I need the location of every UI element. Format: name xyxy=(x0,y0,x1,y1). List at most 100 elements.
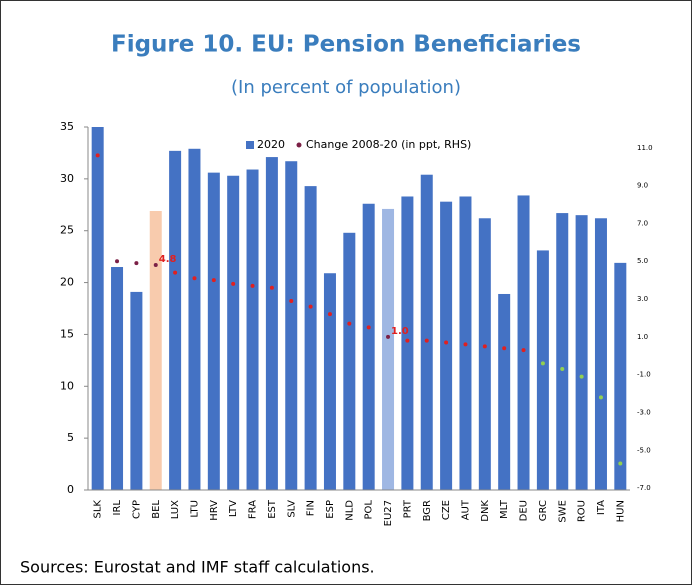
bar xyxy=(517,195,530,491)
x-tick-label: LUX xyxy=(170,500,181,519)
bar xyxy=(285,161,298,490)
data-label: 1.0 xyxy=(391,326,409,337)
change-dot xyxy=(405,338,410,343)
bar xyxy=(498,293,511,490)
bar xyxy=(614,262,627,490)
y2-tick-label: 3.0 xyxy=(637,295,648,303)
y2-tick-label: -1.0 xyxy=(637,371,651,379)
change-dot xyxy=(153,263,158,268)
x-tick-label: FRA xyxy=(248,500,259,519)
y2-tick-label: -5.0 xyxy=(637,446,651,454)
bar xyxy=(188,148,201,490)
x-tick-label: NLD xyxy=(344,500,355,521)
x-tick-label: SLV xyxy=(286,500,297,518)
x-tick-label: CYP xyxy=(131,500,142,519)
legend-label: 2020 xyxy=(257,138,285,151)
x-tick-label: SLK xyxy=(93,500,104,519)
change-dot xyxy=(366,325,371,330)
change-dot xyxy=(347,321,352,326)
change-dot xyxy=(482,344,487,349)
x-tick-label: LTU xyxy=(189,500,200,518)
bar xyxy=(265,157,278,490)
y2-tick-label: 7.0 xyxy=(637,219,648,227)
change-dot xyxy=(134,261,139,266)
legend-swatch xyxy=(296,142,302,148)
change-dot xyxy=(560,367,565,371)
x-tick-label: HRV xyxy=(209,500,220,521)
change-dot xyxy=(115,259,120,264)
bar xyxy=(594,218,607,491)
y-tick-label: 15 xyxy=(60,327,74,340)
y-tick-label: 35 xyxy=(60,120,74,133)
change-dot xyxy=(540,361,545,366)
y-tick-label: 5 xyxy=(67,431,74,444)
bar xyxy=(420,174,433,491)
y2-tick-label: -3.0 xyxy=(637,408,651,416)
bar xyxy=(556,213,569,490)
legend-label: Change 2008-20 (in ppt, RHS) xyxy=(306,138,471,151)
x-tick-label: AUT xyxy=(460,499,471,520)
change-dot xyxy=(308,304,313,309)
legend-swatch xyxy=(246,141,254,149)
change-dot xyxy=(579,374,584,379)
x-tick-label: ROU xyxy=(577,500,588,522)
y2-tick-label: 11.0 xyxy=(637,144,653,152)
y2-tick-label: -7.0 xyxy=(637,484,651,492)
change-dot xyxy=(424,338,429,343)
x-tick-label: DNK xyxy=(480,500,491,522)
change-dot xyxy=(444,340,449,345)
x-tick-label: BEL xyxy=(151,500,162,519)
change-dot xyxy=(231,281,236,286)
bar xyxy=(227,175,240,490)
x-tick-label: GRC xyxy=(538,500,549,521)
x-tick-label: PRT xyxy=(402,499,413,518)
bar xyxy=(478,218,491,491)
x-tick-label: SWE xyxy=(557,500,568,523)
source-note: Sources: Eurostat and IMF staff calculat… xyxy=(20,558,375,577)
x-tick-label: BGR xyxy=(422,500,433,521)
x-tick-label: POL xyxy=(364,500,375,520)
x-tick-label: ESP xyxy=(325,500,336,519)
y2-tick-label: 9.0 xyxy=(637,182,648,190)
x-tick-label: DEU xyxy=(519,500,530,521)
change-dot xyxy=(211,278,216,283)
y-tick-label: 30 xyxy=(60,172,74,185)
change-dot xyxy=(192,276,197,281)
change-dot xyxy=(502,346,507,351)
change-dot xyxy=(386,334,391,339)
x-tick-label: ITA xyxy=(596,500,607,515)
x-tick-label: EU27 xyxy=(383,500,394,526)
change-dot xyxy=(250,283,255,288)
bar xyxy=(169,150,182,490)
x-tick-label: CZE xyxy=(441,500,452,520)
y-tick-label: 20 xyxy=(60,276,74,289)
chart-subtitle: (In percent of population) xyxy=(231,77,461,98)
y-tick-label: 0 xyxy=(67,483,74,496)
x-tick-label: EST xyxy=(267,499,278,519)
bar xyxy=(111,267,124,490)
change-dot xyxy=(173,270,178,275)
bar xyxy=(323,273,336,490)
bar xyxy=(207,172,220,491)
x-tick-label: IRL xyxy=(112,500,123,516)
change-dot xyxy=(327,312,332,317)
change-dot xyxy=(463,342,468,347)
bar xyxy=(149,211,162,490)
chart-title: Figure 10. EU: Pension Beneficiaries xyxy=(111,32,581,58)
change-dot xyxy=(95,153,100,158)
x-tick-label: LTV xyxy=(228,500,239,517)
bar xyxy=(401,196,414,490)
y2-tick-label: 5.0 xyxy=(637,257,648,265)
y2-tick-label: 1.0 xyxy=(637,333,648,341)
bar xyxy=(382,208,395,491)
change-dot xyxy=(521,348,526,353)
change-dot xyxy=(598,395,603,400)
y-tick-label: 25 xyxy=(60,224,74,237)
y-tick-label: 10 xyxy=(60,379,74,392)
bar xyxy=(440,201,453,490)
change-dot xyxy=(289,298,294,303)
x-tick-label: HUN xyxy=(615,500,626,522)
data-label: 4.8 xyxy=(159,254,177,265)
change-dot xyxy=(269,285,274,290)
change-dot xyxy=(618,461,623,466)
